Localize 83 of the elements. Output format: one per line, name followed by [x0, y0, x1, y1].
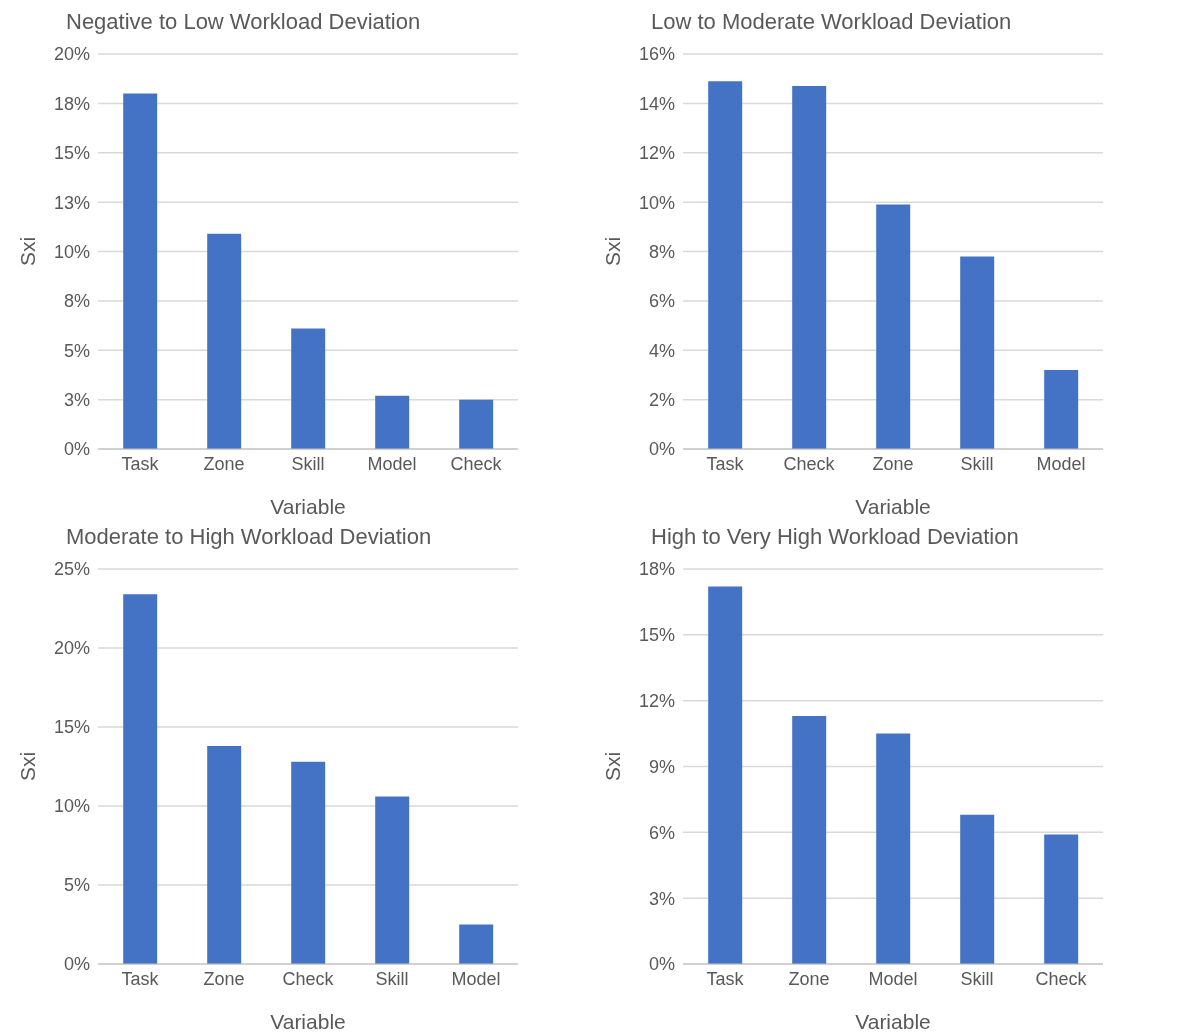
y-tick-label: 8% [63, 291, 90, 312]
x-tick-label: Zone [203, 968, 245, 989]
x-tick-label: Zone [872, 453, 914, 474]
x-tick-label: Check [1035, 968, 1088, 989]
x-tick-label: Check [282, 968, 335, 989]
y-tick-label: 15% [53, 717, 90, 738]
y-tick-label: 0% [63, 954, 90, 975]
y-tick-label: 10% [53, 241, 90, 262]
y-tick-label: 15% [53, 143, 90, 164]
x-axis-title: Variable [855, 1010, 931, 1033]
bar [459, 399, 494, 449]
bar [459, 924, 494, 964]
x-tick-label: Task [121, 968, 160, 989]
bar [792, 86, 827, 449]
x-tick-label: Skill [960, 453, 994, 474]
bar [960, 814, 995, 964]
x-tick-label: Check [783, 453, 836, 474]
y-tick-label: 5% [63, 875, 90, 896]
y-tick-label: 16% [638, 44, 675, 65]
y-tick-label: 10% [638, 192, 675, 213]
bar [708, 81, 743, 449]
x-tick-label: Zone [788, 968, 830, 989]
bar [876, 733, 911, 964]
bar [291, 761, 326, 964]
bar [123, 93, 158, 449]
x-axis-title: Variable [855, 495, 931, 518]
y-tick-label: 3% [63, 390, 90, 411]
x-tick-label: Skill [375, 968, 409, 989]
chart-title: Moderate to High Workload Deviation [65, 523, 433, 551]
y-tick-label: 8% [648, 241, 675, 262]
x-tick-label: Skill [960, 968, 994, 989]
bar [207, 745, 242, 964]
y-tick-label: 3% [648, 888, 675, 909]
x-tick-label: Task [121, 453, 160, 474]
bar [123, 594, 158, 964]
y-tick-label: 6% [648, 291, 675, 312]
y-tick-label: 0% [63, 439, 90, 460]
chart-title: Negative to Low Workload Deviation [65, 8, 422, 36]
x-tick-label: Skill [291, 453, 325, 474]
y-tick-label: 12% [638, 691, 675, 712]
y-tick-label: 0% [648, 954, 675, 975]
bar [375, 796, 410, 964]
bar [375, 395, 410, 449]
y-tick-label: 14% [638, 93, 675, 114]
bar [291, 328, 326, 449]
bar [876, 204, 911, 449]
x-tick-label: Task [706, 453, 745, 474]
x-axis-title: Variable [270, 1010, 346, 1033]
chart-title: Low to Moderate Workload Deviation [650, 8, 1013, 36]
y-axis-title: Sxi [601, 236, 625, 267]
y-tick-label: 13% [53, 192, 90, 213]
x-tick-label: Model [367, 453, 417, 474]
bar [1044, 834, 1079, 964]
bar [708, 586, 743, 964]
y-tick-label: 5% [63, 340, 90, 361]
x-tick-label: Zone [203, 453, 245, 474]
y-axis-title: Sxi [16, 236, 40, 267]
x-tick-label: Model [451, 968, 501, 989]
y-tick-label: 2% [648, 390, 675, 411]
y-tick-label: 9% [648, 756, 675, 777]
y-tick-label: 10% [53, 796, 90, 817]
y-tick-label: 18% [53, 93, 90, 114]
y-tick-label: 20% [53, 44, 90, 65]
y-tick-label: 20% [53, 638, 90, 659]
y-tick-label: 6% [648, 822, 675, 843]
y-axis-title: Sxi [601, 751, 625, 782]
bar [207, 233, 242, 449]
x-axis-title: Variable [270, 495, 346, 518]
y-tick-label: 18% [638, 559, 675, 580]
x-tick-label: Model [868, 968, 918, 989]
y-tick-label: 4% [648, 340, 675, 361]
y-tick-label: 12% [638, 143, 675, 164]
bar [1044, 370, 1079, 449]
y-tick-label: 25% [53, 559, 90, 580]
y-axis-title: Sxi [16, 751, 40, 782]
y-tick-label: 15% [638, 625, 675, 646]
bar [792, 716, 827, 964]
x-tick-label: Model [1036, 453, 1086, 474]
y-tick-label: 0% [648, 439, 675, 460]
x-tick-label: Task [706, 968, 745, 989]
chart-title: High to Very High Workload Deviation [650, 523, 1020, 551]
x-tick-label: Check [450, 453, 503, 474]
bar [960, 256, 995, 449]
